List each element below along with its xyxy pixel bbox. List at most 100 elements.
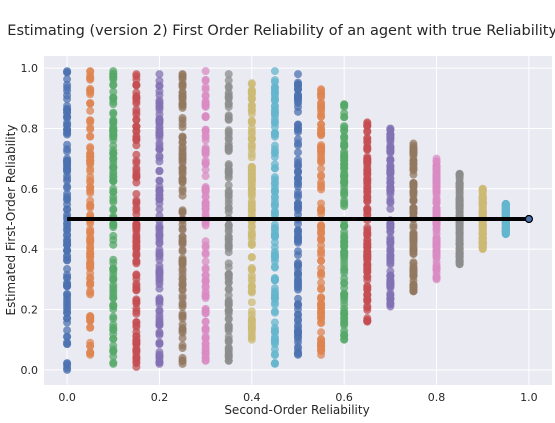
- y-tick-label: 0.8: [21, 122, 39, 135]
- data-point: [294, 251, 302, 260]
- data-point: [178, 256, 187, 265]
- data-point: [201, 112, 210, 121]
- data-point: [86, 348, 95, 357]
- data-point: [270, 122, 279, 131]
- data-point: [132, 115, 141, 124]
- data-point: [363, 290, 372, 299]
- series-11: [317, 85, 326, 359]
- data-point: [270, 183, 279, 192]
- data-point: [247, 116, 256, 125]
- data-point: [478, 188, 487, 197]
- data-point: [386, 137, 395, 146]
- data-point: [432, 226, 441, 235]
- data-point: [409, 141, 418, 150]
- data-point: [270, 243, 279, 252]
- series-13: [363, 118, 372, 326]
- data-point: [340, 142, 349, 151]
- chart-title: Estimating (version 2) First Order Relia…: [7, 23, 555, 39]
- data-point: [294, 85, 302, 94]
- data-point: [432, 204, 441, 213]
- data-points: [63, 67, 533, 374]
- data-point: [363, 231, 372, 240]
- data-point: [201, 125, 210, 134]
- data-point: [86, 243, 95, 252]
- data-point: [432, 265, 441, 274]
- data-point: [270, 76, 279, 85]
- data-point: [409, 181, 418, 190]
- data-point: [363, 178, 372, 187]
- data-point: [109, 283, 118, 292]
- data-point: [63, 318, 72, 327]
- data-point: [317, 86, 326, 95]
- data-point: [247, 192, 256, 201]
- data-point: [386, 204, 395, 213]
- data-point: [109, 275, 118, 284]
- data-point: [155, 205, 164, 214]
- data-point: [224, 93, 233, 102]
- data-point: [224, 82, 233, 91]
- data-point: [201, 192, 210, 201]
- data-point: [155, 176, 164, 185]
- data-point: [247, 210, 256, 219]
- series-0: [63, 67, 72, 374]
- data-point: [155, 124, 164, 133]
- data-point: [432, 183, 441, 192]
- data-point: [63, 108, 72, 117]
- data-point: [63, 125, 72, 134]
- data-point: [386, 174, 395, 183]
- data-point: [455, 228, 464, 237]
- data-point: [247, 274, 256, 283]
- data-point: [294, 70, 302, 79]
- data-point: [363, 184, 372, 193]
- data-point: [109, 302, 118, 311]
- data-point: [317, 91, 326, 100]
- data-point: [294, 78, 302, 87]
- data-point: [340, 113, 349, 122]
- data-point: [63, 158, 72, 167]
- data-point: [155, 110, 164, 119]
- data-point: [386, 267, 395, 276]
- data-point: [201, 349, 210, 358]
- data-point: [132, 108, 141, 117]
- data-point: [63, 183, 72, 192]
- data-point: [455, 222, 464, 231]
- data-point: [455, 179, 464, 188]
- data-point: [201, 97, 210, 106]
- data-point: [340, 222, 349, 231]
- data-point: [201, 250, 210, 259]
- data-point: [409, 170, 418, 179]
- data-point: [86, 210, 95, 219]
- data-point: [317, 299, 326, 308]
- data-point: [109, 72, 118, 81]
- data-point: [247, 283, 256, 292]
- data-point: [109, 94, 118, 103]
- x-tick-label: 0.2: [151, 391, 169, 404]
- data-point: [270, 148, 279, 157]
- data-point: [155, 329, 164, 338]
- data-point: [155, 338, 164, 347]
- data-point: [294, 148, 302, 157]
- data-point: [224, 270, 233, 279]
- data-point: [409, 209, 418, 218]
- data-point: [294, 279, 302, 288]
- x-tick-label: 0.4: [243, 391, 261, 404]
- x-tick-label: 0.0: [58, 391, 76, 404]
- data-point: [224, 306, 233, 315]
- data-point: [363, 168, 372, 177]
- y-tick-labels: 0.0 0.2 0.4 0.6 0.8 1.0: [21, 62, 39, 377]
- data-point: [247, 163, 256, 172]
- data-point: [409, 263, 418, 272]
- series-4: [155, 70, 164, 368]
- data-point: [86, 286, 95, 295]
- data-point: [224, 181, 233, 190]
- data-point: [86, 99, 95, 108]
- data-point: [247, 322, 256, 331]
- data-point: [155, 157, 164, 166]
- data-point: [224, 76, 233, 85]
- data-point: [201, 147, 210, 156]
- data-point: [86, 118, 95, 127]
- data-point: [63, 339, 72, 348]
- series-6: [201, 67, 210, 365]
- data-point: [109, 240, 118, 249]
- data-point: [155, 151, 164, 160]
